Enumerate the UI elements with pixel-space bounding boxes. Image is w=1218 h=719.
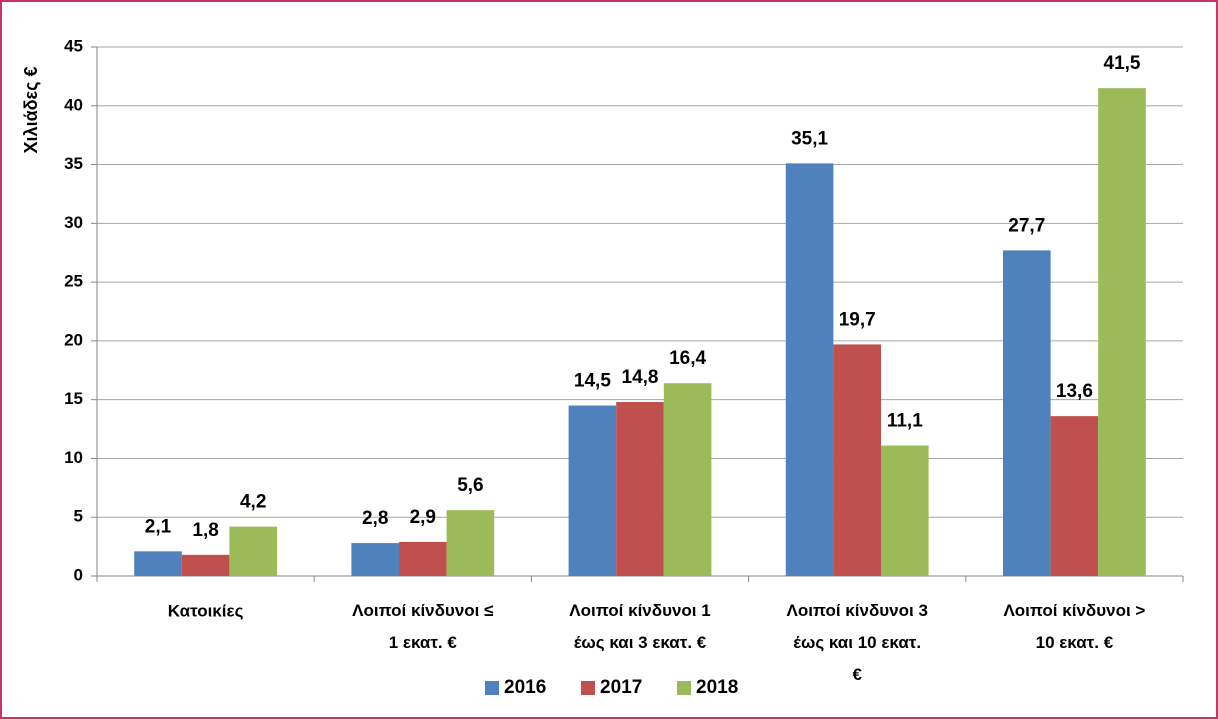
bar	[399, 541, 447, 576]
data-label: 5,6	[457, 475, 483, 496]
bar	[785, 163, 834, 576]
legend-swatch	[581, 681, 595, 695]
y-tick-label: 45	[64, 36, 83, 55]
bar	[616, 402, 664, 576]
x-tick-label: Λοιποί κίνδυνοι 1 έως και 3 εκατ. €	[569, 601, 710, 652]
x-tick-label: Λοιποί κίνδυνοι ≤1 εκατ. €	[352, 601, 493, 652]
y-tick-label: 0	[74, 565, 83, 584]
data-label: 11,1	[887, 411, 923, 432]
data-label: 2,9	[410, 507, 436, 528]
y-tick-label: 30	[64, 213, 83, 232]
bar	[134, 551, 182, 576]
data-label: 1,8	[192, 520, 218, 541]
bar	[568, 405, 617, 576]
data-label: 2,8	[362, 508, 388, 529]
bar	[881, 445, 929, 576]
bar	[663, 383, 712, 576]
y-tick-label: 35	[64, 154, 83, 173]
bar	[833, 344, 881, 576]
legend-label: 2018	[696, 677, 738, 698]
data-label: 13,6	[1056, 381, 1093, 402]
x-tick-label: Κατοικίες	[168, 601, 244, 620]
y-tick-label: 25	[64, 272, 83, 291]
bar	[181, 554, 230, 576]
legend-label: 2017	[600, 677, 642, 698]
bar	[1050, 416, 1099, 576]
y-axis-title: Χιλιάδες €	[21, 67, 41, 154]
x-tick-label: Λοιποί κίνδυνοι 3 έως και 10 εκατ. €	[786, 601, 927, 684]
data-label: 41,5	[1104, 53, 1141, 74]
legend-swatch	[677, 681, 691, 695]
legend-label: 2016	[504, 677, 546, 698]
y-tick-label: 40	[64, 95, 83, 114]
bar	[1098, 88, 1146, 577]
data-label: 4,2	[240, 492, 266, 513]
data-label: 19,7	[839, 309, 876, 330]
data-label: 14,8	[622, 367, 659, 388]
y-tick-label: 15	[64, 389, 83, 408]
legend-swatch	[485, 681, 499, 695]
data-label: 16,4	[669, 348, 706, 369]
y-tick-label: 5	[74, 507, 83, 526]
bar	[351, 543, 399, 576]
bar	[1003, 250, 1051, 577]
y-tick-label: 10	[64, 448, 83, 467]
x-tick-label: Λοιποί κίνδυνοι >10 εκατ. €	[1003, 601, 1145, 652]
data-label: 27,7	[1008, 215, 1045, 236]
y-tick-label: 20	[64, 330, 83, 349]
data-label: 2,1	[145, 516, 172, 537]
data-label: 35,1	[791, 128, 828, 149]
data-label: 14,5	[574, 371, 611, 392]
bar	[446, 510, 495, 576]
bar	[229, 526, 277, 576]
